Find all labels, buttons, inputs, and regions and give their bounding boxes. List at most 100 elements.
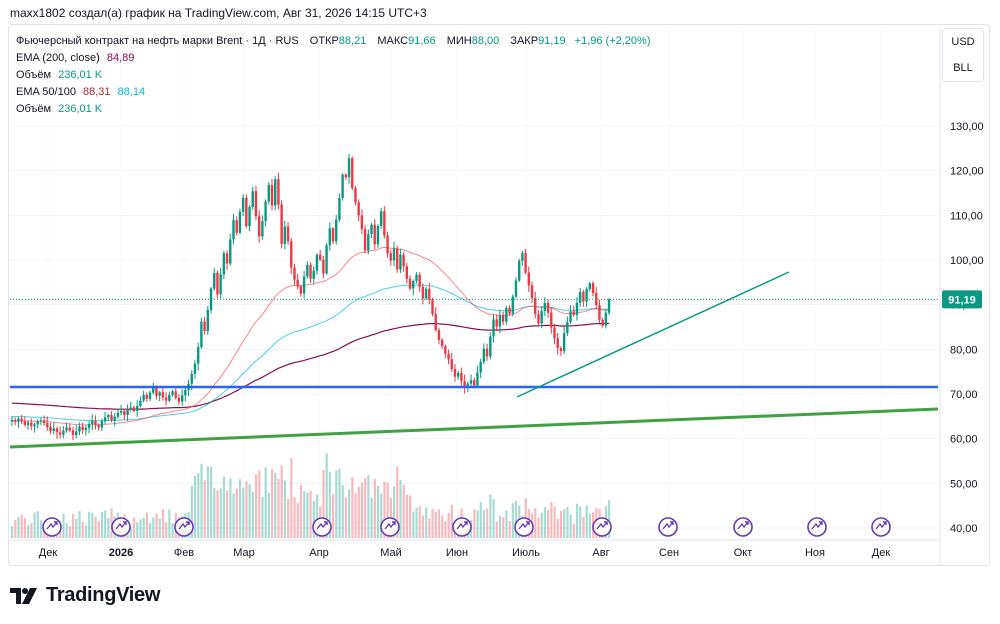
volume-bar (348, 489, 351, 538)
candle-body (196, 347, 200, 364)
volume-bar (91, 512, 94, 538)
candle-body (344, 174, 348, 178)
volume-bar (258, 470, 261, 538)
candle-body (418, 274, 421, 287)
volume-bar (608, 499, 611, 538)
candle-body (373, 224, 376, 245)
candle-body (39, 420, 43, 422)
volume-bar (296, 503, 299, 538)
volume-bar (17, 517, 20, 538)
candle-body (315, 254, 319, 271)
volume-bar (399, 479, 402, 538)
candle-body (456, 373, 460, 377)
volume-bar (104, 510, 107, 538)
candle-body (225, 253, 229, 264)
volume-bar (248, 484, 251, 538)
candle-body (219, 274, 222, 295)
volume-bar (155, 513, 158, 538)
high-label: МАКС (377, 35, 409, 47)
currency-unit-box[interactable]: USD BLL (942, 28, 984, 82)
volume-bar (23, 518, 27, 538)
candle-body (274, 179, 277, 206)
candle-body (546, 302, 550, 313)
candle-body (556, 338, 559, 348)
volume-bar (219, 488, 222, 538)
candle-body (582, 291, 585, 302)
candle-body (91, 420, 94, 424)
volume-bar (332, 494, 335, 538)
candle-body (174, 391, 177, 399)
candle-body (421, 286, 425, 299)
open-label: ОТКР (309, 35, 339, 47)
volume-bar (495, 521, 498, 538)
volume-bar (376, 485, 380, 538)
candle-body (113, 416, 116, 421)
chart-attribution: maxx1802 создал(а) график на TradingView… (10, 6, 427, 20)
candle-body (126, 409, 129, 415)
volume-bar (428, 518, 431, 538)
currency-label[interactable]: USD (951, 36, 975, 48)
volume-bar (351, 476, 354, 538)
volume-bar (402, 484, 405, 538)
volume-bar (203, 480, 206, 538)
volume-bar (222, 476, 226, 538)
volume-bar (271, 468, 274, 538)
volume-bar (325, 453, 328, 538)
candle-body (75, 431, 78, 436)
ema200-row[interactable]: EMA (200, close) 84,89 (16, 50, 651, 67)
candle-body (357, 202, 360, 216)
candle-body (553, 327, 556, 339)
price-tick-label: 40,00 (950, 523, 978, 535)
candle-body (251, 191, 254, 207)
candle-body (49, 427, 52, 432)
volume-bar (84, 525, 88, 538)
candle-body (245, 197, 248, 227)
candle-body (119, 410, 123, 413)
volume-bar (437, 509, 441, 538)
volume-bar (81, 521, 84, 538)
volume-bar (110, 508, 113, 538)
time-axis: Дек 2026 Фев Мар Апр Май Июн Июль Авг Сен Окт Ноя Де… (10, 539, 938, 559)
volume-value-2: 236,01 K (58, 103, 103, 115)
volume-bar (585, 505, 588, 538)
candle-body (383, 211, 386, 236)
volume-bar (27, 524, 30, 538)
candle-body (569, 311, 572, 323)
ema50-100-row[interactable]: EMA 50/100 88,31 88,14 (16, 84, 651, 101)
volume-row-1[interactable]: Объём 236,01 K (16, 67, 651, 84)
volume-bar (489, 494, 492, 538)
tradingview-wordmark: TradingView (46, 584, 161, 606)
candle-body (354, 188, 357, 203)
candle-body (203, 321, 206, 332)
candle-body (341, 174, 344, 198)
volume-label-1: Объём (16, 69, 52, 81)
candle-body (20, 418, 23, 422)
candle-body (402, 254, 405, 267)
event-marker-icon (871, 517, 891, 537)
candle-body (453, 368, 457, 377)
volume-bar (354, 493, 357, 538)
volume-bar (226, 490, 229, 538)
open-value: 88,21 (338, 35, 367, 47)
candle-body (78, 426, 81, 432)
candle-body (517, 260, 521, 281)
volume-bar (206, 466, 210, 538)
volume-bar (267, 492, 270, 538)
candle-body (235, 220, 238, 233)
tradingview-logo[interactable]: TradingView (10, 584, 160, 607)
unit-label[interactable]: BLL (953, 62, 973, 74)
chart-frame[interactable] (8, 24, 990, 566)
candle-body (473, 380, 476, 386)
candle-body (248, 206, 251, 227)
event-marker-icon (111, 517, 131, 537)
candle-body (171, 391, 174, 395)
candle-body (399, 254, 402, 270)
candle-body (412, 280, 415, 289)
candle-body (200, 321, 203, 348)
volume-row-2[interactable]: Объём 236,01 K (16, 101, 651, 118)
volume-bar (425, 507, 428, 538)
volume-bar (197, 473, 200, 538)
volume-bar (107, 518, 110, 538)
volume-bar (415, 507, 418, 538)
